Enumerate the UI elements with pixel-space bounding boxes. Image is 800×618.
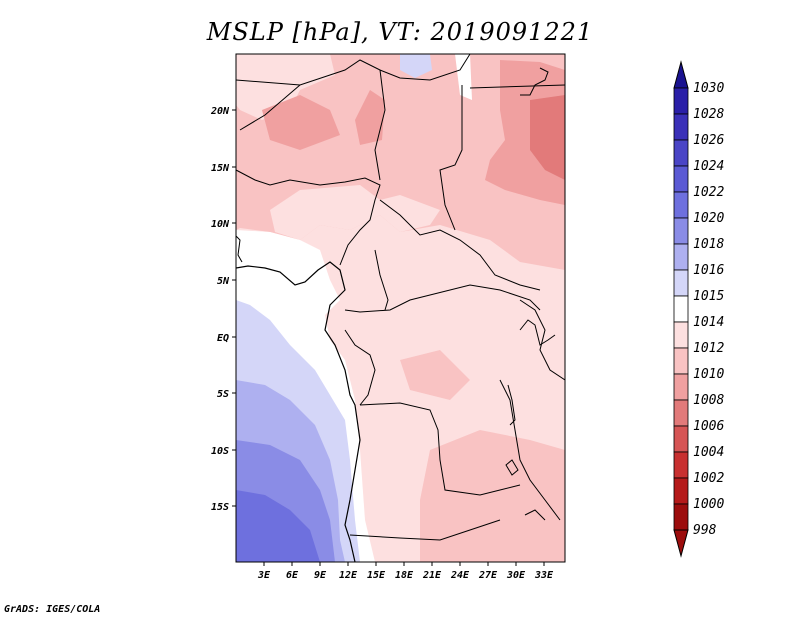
- field-band-1012-sahel: [270, 185, 440, 240]
- colorbar-segment: [673, 191, 689, 219]
- border-car-sudan: [379, 199, 541, 291]
- colorbar-label: 1012: [693, 341, 724, 356]
- colorbar-label: 1006: [693, 419, 724, 434]
- lat-label-eq: EQ: [217, 333, 229, 344]
- lake-tanganyika: [507, 384, 516, 426]
- field-patch-1008-center: [355, 90, 385, 145]
- colorbar-segment: [673, 425, 689, 453]
- colorbar-segment: [673, 243, 689, 271]
- pressure-field: [236, 54, 565, 562]
- lon-label-6e: 6E: [286, 570, 299, 581]
- coast-red-sea: [520, 67, 549, 96]
- colorbar-label: 1016: [693, 263, 724, 278]
- lat-label-15n: 15N: [211, 163, 230, 174]
- colorbar-label: 1026: [693, 133, 724, 148]
- lakes-south: [505, 459, 546, 521]
- colorbar: 1030 1028 1026 1024 1022 1020 1018 1016 1015 1014…: [673, 60, 724, 558]
- lon-label-15e: 15E: [367, 570, 386, 581]
- border-mali-mauritania: [239, 84, 301, 131]
- lat-axis: 20N 15N 10N 5N EQ 5S 10S 15S: [210, 106, 236, 513]
- colorbar-label: 1014: [693, 315, 724, 330]
- colorbar-label: 1000: [693, 497, 724, 512]
- lake-victoria: [519, 319, 556, 346]
- colorbar-segment: [673, 347, 689, 375]
- border-gabon-congo: [344, 329, 376, 406]
- colorbar-segment: [673, 321, 689, 349]
- colorbar-segment: [673, 139, 689, 167]
- grads-credit: GrADS: IGES/COLA: [4, 604, 101, 615]
- colorbar-segment: [673, 113, 689, 141]
- field-patch-1015-north: [400, 54, 432, 78]
- field-band-1010-south: [420, 430, 565, 562]
- colorbar-segment: [673, 451, 689, 479]
- colorbar-label: 1022: [693, 185, 724, 200]
- lon-label-21e: 21E: [422, 570, 442, 581]
- colorbar-label: 1018: [693, 237, 724, 252]
- lon-label-24e: 24E: [450, 570, 470, 581]
- border-sahel: [236, 169, 381, 266]
- border-angola-drc: [359, 402, 521, 496]
- borders: [236, 54, 565, 562]
- lat-label-5n: 5N: [217, 276, 230, 287]
- lon-label-18e: 18E: [395, 570, 414, 581]
- lon-label-9e: 9E: [314, 570, 327, 581]
- map-frame: [235, 53, 566, 563]
- colorbar-label: 1008: [693, 393, 724, 408]
- colorbar-label: 1015: [693, 289, 724, 304]
- lat-label-15s: 15S: [211, 502, 229, 513]
- border-uganda-kenya: [519, 299, 565, 381]
- lat-label-20n: 20N: [210, 106, 230, 117]
- colorbar-arrow-top: [673, 60, 689, 89]
- lon-label-30e: 30E: [506, 570, 526, 581]
- colorbar-arrow-bottom: [673, 529, 689, 558]
- colorbar-segment: [673, 477, 689, 505]
- field-patch-1006-east: [530, 95, 565, 180]
- coast-west: [236, 235, 243, 263]
- colorbar-label: 998: [693, 523, 717, 538]
- colorbar-segment: [673, 87, 689, 115]
- border-egypt-sudan: [469, 84, 565, 89]
- border-angola-namibia: [349, 519, 501, 541]
- lon-label-27e: 27E: [478, 570, 498, 581]
- colorbar-segment: [673, 373, 689, 401]
- border-niger-chad: [374, 69, 386, 181]
- colorbar-label: 1028: [693, 107, 724, 122]
- lat-label-5s: 5S: [217, 389, 229, 400]
- colorbar-segment: [673, 503, 689, 531]
- border-chad-sudan: [439, 85, 463, 231]
- colorbar-label: 1030: [693, 81, 724, 96]
- field-band-1012-nw: [236, 54, 335, 120]
- field-patch-1008-west: [262, 95, 340, 150]
- lat-label-10s: 10S: [211, 446, 229, 457]
- map-title: MSLP [hPa], VT: 2019091221: [206, 18, 594, 46]
- coastline: [236, 261, 361, 562]
- lat-label-10n: 10N: [211, 219, 230, 230]
- field-patch-1014-north: [455, 54, 472, 100]
- colorbar-label: 1002: [693, 471, 724, 486]
- lon-axis: 3E 6E 9E 12E 15E 18E 21E 24E 27E 30E 33E: [257, 562, 554, 581]
- colorbar-label: 1020: [693, 211, 724, 226]
- border-east-lakes: [499, 379, 561, 521]
- colorbar-segment: [673, 399, 689, 427]
- border-cameroon-car: [374, 249, 389, 311]
- colorbar-label: 1024: [693, 159, 724, 174]
- colorbar-label: 1004: [693, 445, 724, 460]
- border-congo-north: [344, 284, 541, 313]
- colorbar-segment: [673, 217, 689, 245]
- colorbar-segment: [673, 269, 689, 297]
- field-band-1020: [236, 490, 320, 562]
- colorbar-label: 1010: [693, 367, 724, 382]
- lon-label-3e: 3E: [257, 570, 271, 581]
- field-patch-1010-congo: [400, 350, 470, 400]
- lon-label-12e: 12E: [339, 570, 358, 581]
- colorbar-segment: [673, 165, 689, 193]
- colorbar-segment: [673, 295, 689, 323]
- lon-label-33e: 33E: [534, 570, 554, 581]
